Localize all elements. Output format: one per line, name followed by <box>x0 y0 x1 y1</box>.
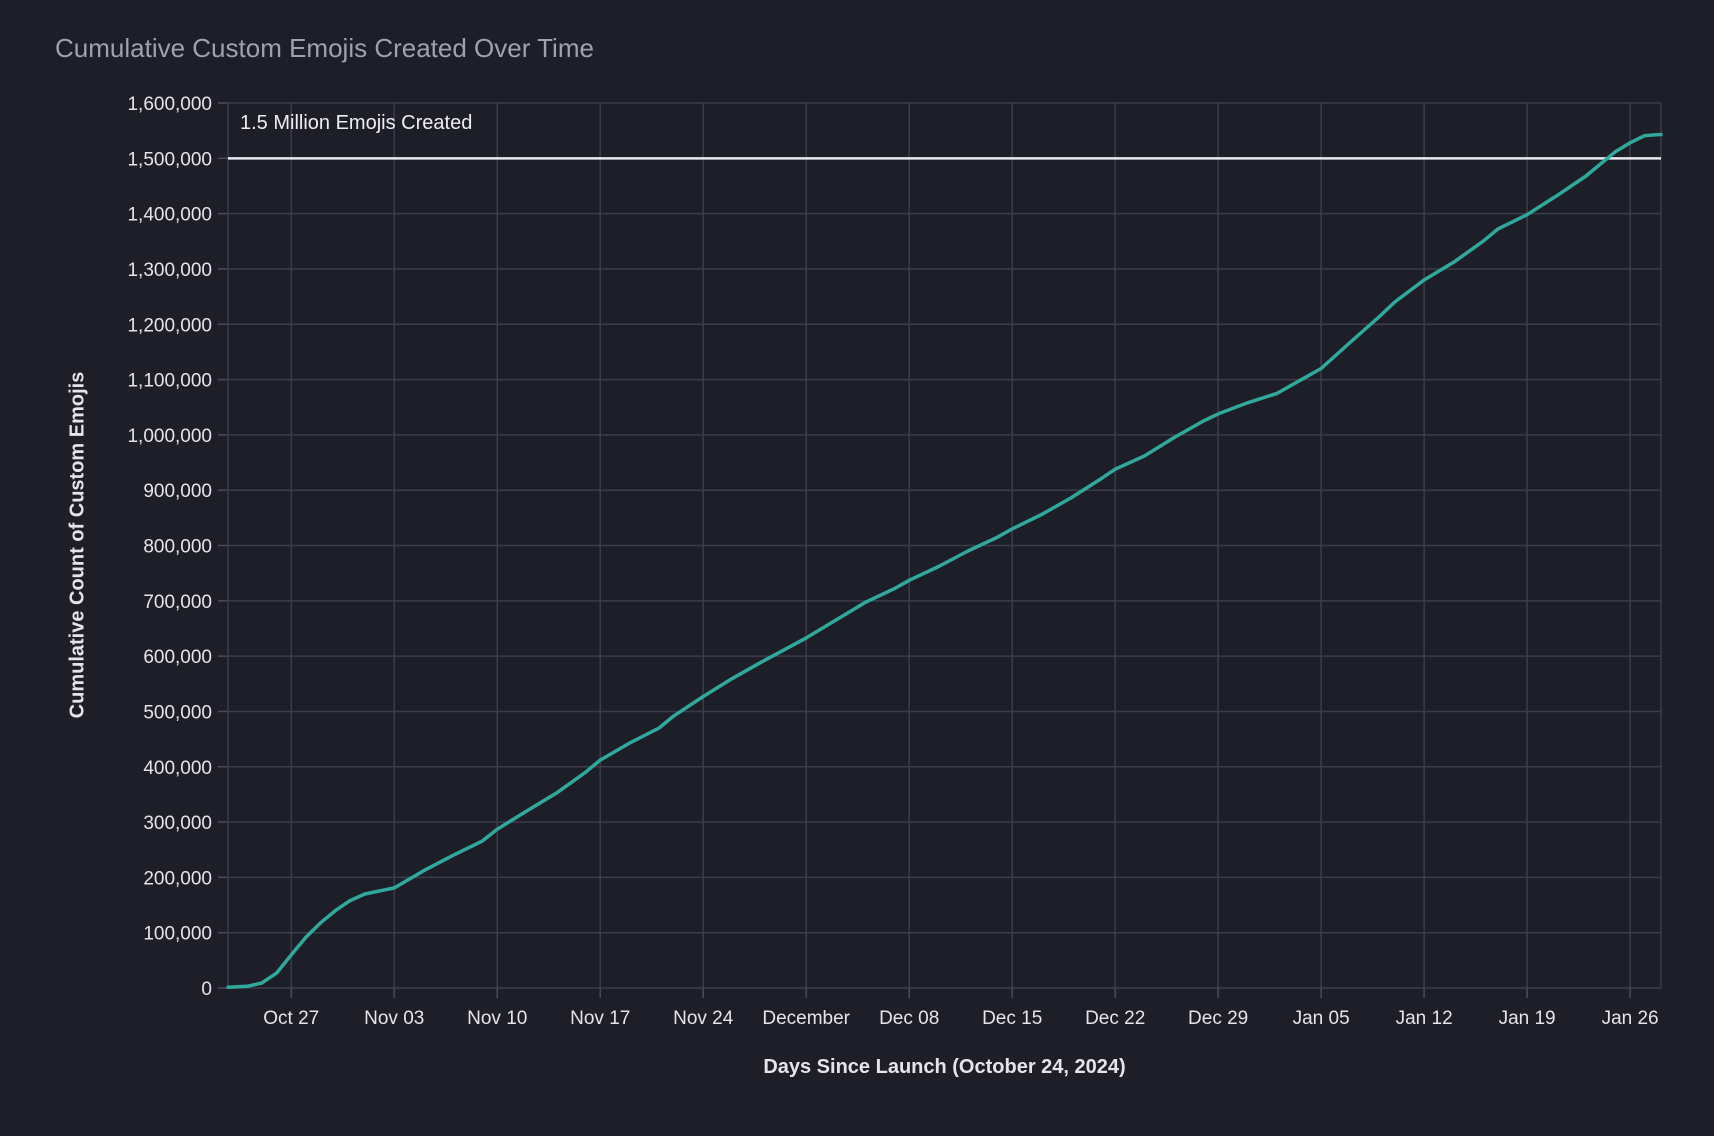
x-tick-label: Jan 26 <box>1602 1008 1659 1029</box>
x-tick-label: Jan 12 <box>1396 1008 1453 1029</box>
y-tick-label: 1,600,000 <box>127 94 212 115</box>
y-axis-title: Cumulative Count of Custom Emojis <box>66 371 89 719</box>
x-tick-label: Nov 17 <box>570 1008 630 1029</box>
y-tick-label: 0 <box>201 979 212 1000</box>
y-tick-label: 400,000 <box>143 758 212 779</box>
x-tick-label: Dec 22 <box>1085 1008 1145 1029</box>
x-tick-label: Dec 29 <box>1188 1008 1248 1029</box>
x-tick-label: Jan 05 <box>1293 1008 1350 1029</box>
y-tick-label: 600,000 <box>143 647 212 668</box>
reference-line-label: 1.5 Million Emojis Created <box>240 112 473 134</box>
x-tick-label: Nov 24 <box>673 1008 734 1029</box>
y-tick-label: 1,100,000 <box>127 371 212 392</box>
x-tick-label: Dec 15 <box>982 1008 1042 1029</box>
x-tick-label: Jan 19 <box>1499 1008 1556 1029</box>
y-tick-label: 800,000 <box>143 537 212 558</box>
y-tick-label: 1,200,000 <box>127 315 212 336</box>
y-tick-label: 1,000,000 <box>127 426 212 447</box>
y-tick-label: 1,500,000 <box>127 149 212 170</box>
x-tick-label: Nov 03 <box>364 1008 424 1029</box>
x-tick-label: December <box>762 1008 850 1029</box>
x-tick-label: Oct 27 <box>263 1008 319 1029</box>
y-tick-label: 1,300,000 <box>127 260 212 281</box>
y-tick-label: 700,000 <box>143 592 212 613</box>
y-tick-label: 500,000 <box>143 702 212 723</box>
x-tick-label: Nov 10 <box>467 1008 527 1029</box>
y-tick-label: 900,000 <box>143 481 212 502</box>
y-tick-label: 1,400,000 <box>127 205 212 226</box>
x-axis-title: Days Since Launch (October 24, 2024) <box>763 1056 1126 1078</box>
x-tick-label: Dec 08 <box>879 1008 939 1029</box>
data-line-cumulative-emojis <box>226 132 1663 989</box>
y-tick-label: 300,000 <box>143 813 212 834</box>
chart-title: Cumulative Custom Emojis Created Over Ti… <box>55 33 594 63</box>
y-tick-label: 200,000 <box>143 868 212 889</box>
y-tick-label: 100,000 <box>143 924 212 945</box>
